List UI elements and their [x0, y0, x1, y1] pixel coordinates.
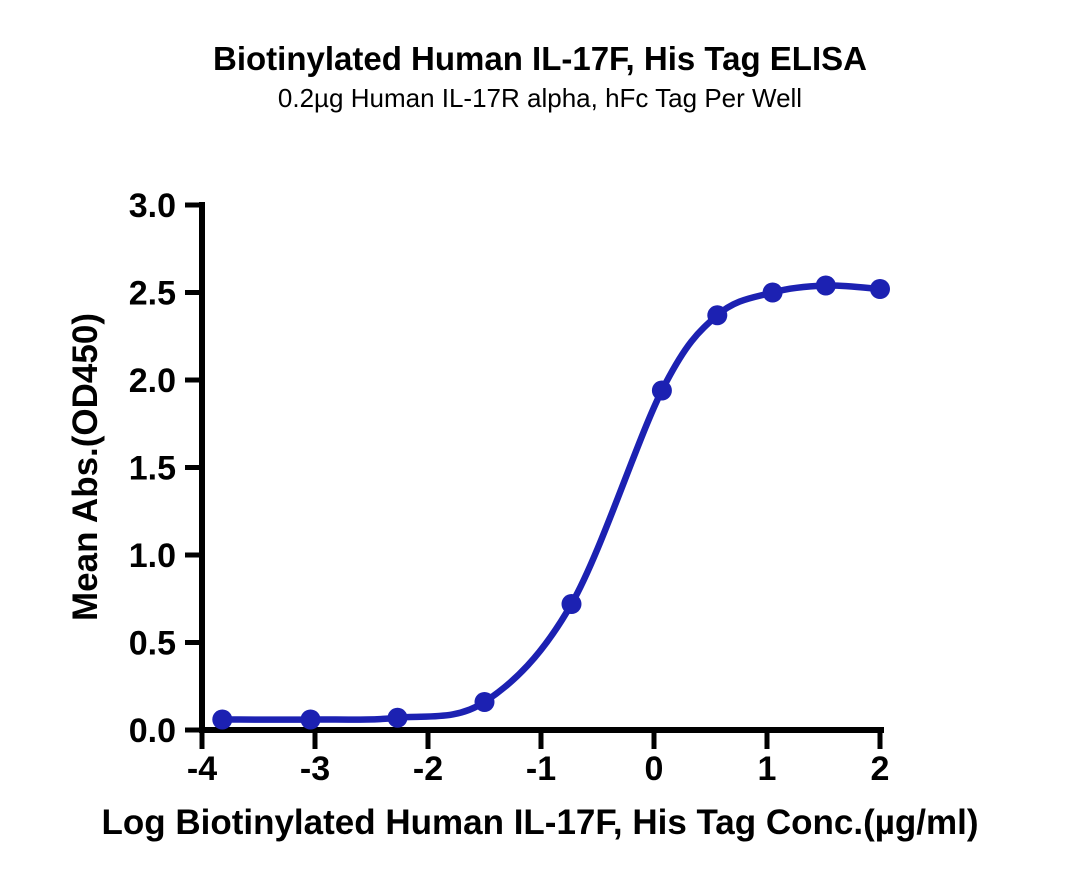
y-tick-label: 1.0 [129, 537, 176, 575]
tick-marks [185, 202, 883, 749]
data-point [387, 707, 408, 728]
data-point [870, 279, 890, 299]
y-tick-label: 1.5 [129, 450, 176, 488]
data-point [815, 275, 836, 296]
x-tick-label: -4 [187, 750, 217, 788]
y-tick-label: 0.0 [129, 712, 176, 750]
axes [199, 202, 884, 733]
tick-labels: 0.0 0.5 1.0 1.5 2.0 2.5 3.0 -4 -3 -2 -1 0 1 2 [129, 187, 890, 788]
data-point [707, 305, 728, 326]
x-tick-label: -2 [413, 750, 443, 788]
chart-title: Biotinylated Human IL-17F, His Tag ELISA [213, 40, 867, 77]
y-tick-label: 2.5 [129, 275, 176, 313]
data-point [212, 709, 233, 730]
chart-subtitle: 0.2µg Human IL-17R alpha, hFc Tag Per We… [278, 83, 802, 113]
data-point [300, 709, 321, 730]
y-tick-label: 0.5 [129, 625, 176, 663]
data-point [474, 692, 495, 712]
dose-response-curve [219, 282, 884, 723]
x-tick-label: -1 [526, 750, 556, 788]
x-tick-label: 2 [871, 750, 890, 788]
x-tick-label: -3 [300, 750, 330, 788]
data-point [651, 380, 672, 401]
x-axis-title: Log Biotinylated Human IL-17F, His Tag C… [101, 803, 978, 842]
x-tick-label: 0 [645, 750, 664, 788]
y-tick-label: 3.0 [129, 187, 176, 225]
x-tick-label: 1 [758, 750, 777, 788]
data-point [762, 282, 783, 303]
y-tick-label: 2.0 [129, 362, 176, 400]
data-series [212, 275, 890, 730]
y-axis-title: Mean Abs.(OD450) [66, 313, 105, 621]
data-point [561, 594, 582, 614]
